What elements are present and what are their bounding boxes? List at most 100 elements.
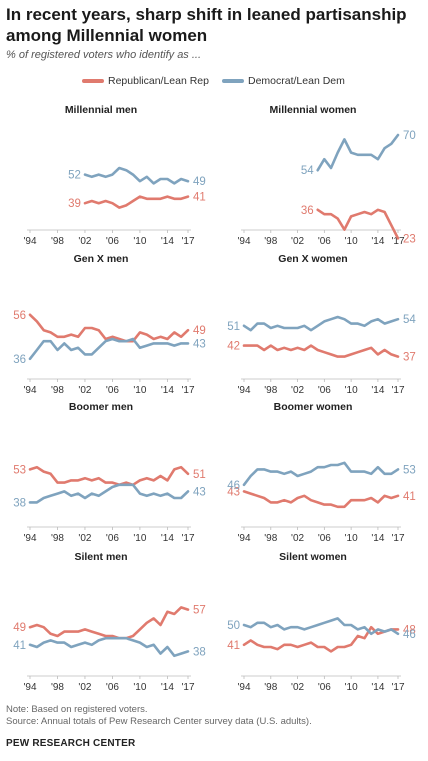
x-tick-label-millennial-men: '94 [23,236,36,247]
legend-label-dem: Democrat/Lean Dem [248,75,345,87]
panel-title-silent-men: Silent men [74,551,127,563]
dem-start-label-boomer-women: 46 [227,480,240,492]
legend-swatch-rep [82,79,104,83]
note-text: Note: Based on registered voters. [6,704,148,715]
rep-start-label-boomer-women: 43 [227,486,240,498]
x-tick-label-boomer-men: '02 [78,533,91,544]
dem-start-label-gen-x-women: 51 [227,321,240,333]
x-tick-label-gen-x-men: '98 [51,385,64,396]
panel-title-millennial-women: Millennial women [270,104,357,116]
x-tick-label-boomer-men: '98 [51,533,64,544]
credit: PEW RESEARCH CENTER [6,738,136,749]
x-tick-label-gen-x-men: '94 [23,385,36,396]
x-tick-label-millennial-women: '02 [291,236,304,247]
dem-end-label-silent-men: 38 [193,646,206,658]
x-tick-label-boomer-women: '02 [291,533,304,544]
page-title: In recent years, sharp shift in leaned p… [6,5,407,45]
rep-line-gen-x-men [28,313,190,343]
dem-end-label-millennial-men: 49 [193,176,206,188]
dem-end-label-boomer-women: 53 [403,464,416,476]
rep-line-boomer-women [242,490,400,509]
x-tick-label-boomer-women: '14 [371,533,384,544]
rep-end-label-millennial-men: 41 [193,192,206,204]
rep-line-boomer-men [28,465,190,487]
dem-line-boomer-men [28,483,190,504]
dem-line-gen-x-women [242,315,400,332]
x-tick-label-gen-x-women: '98 [264,385,277,396]
dem-line-silent-women [242,617,400,636]
x-tick-label-silent-women: '06 [318,682,331,693]
dem-start-label-silent-women: 50 [227,620,240,632]
dem-start-label-boomer-men: 38 [13,497,26,509]
dem-end-label-silent-women: 46 [403,629,416,641]
dem-end-label-millennial-women: 70 [403,130,416,142]
x-tick-label-boomer-women: '10 [345,533,358,544]
x-tick-label-silent-men: '10 [133,682,146,693]
panel-title-gen-x-men: Gen X men [74,253,129,265]
rep-start-label-silent-women: 41 [227,640,240,652]
x-tick-label-boomer-men: '14 [161,533,174,544]
x-tick-label-boomer-men: '94 [23,533,36,544]
x-tick-label-millennial-women: '94 [237,236,250,247]
x-tick-label-millennial-men: '06 [106,236,119,247]
x-tick-label-gen-x-men: '17 [181,385,194,396]
dem-line-millennial-men [83,166,190,185]
rep-end-label-millennial-women: 23 [403,233,416,245]
dem-line-gen-x-men [28,337,190,361]
x-tick-label-boomer-women: '17 [391,533,404,544]
x-tick-label-silent-women: '14 [371,682,384,693]
panel-title-silent-women: Silent women [279,551,347,563]
x-tick-label-gen-x-women: '17 [391,385,404,396]
legend-item-rep: Republican/Lean Rep [82,75,209,87]
x-tick-label-millennial-women: '17 [391,236,404,247]
x-tick-label-gen-x-men: '06 [106,385,119,396]
x-tick-label-gen-x-women: '02 [291,385,304,396]
dem-line-boomer-women [242,461,400,487]
x-tick-label-gen-x-women: '06 [318,385,331,396]
rep-line-silent-men [28,606,190,640]
dem-start-label-millennial-men: 52 [68,170,81,182]
x-tick-label-millennial-men: '17 [181,236,194,247]
rep-start-label-millennial-men: 39 [68,198,81,210]
dem-end-label-gen-x-men: 43 [193,338,206,350]
dem-start-label-gen-x-men: 36 [13,354,26,366]
x-tick-label-boomer-men: '06 [106,533,119,544]
x-tick-label-millennial-women: '14 [371,236,384,247]
x-tick-label-millennial-men: '10 [133,236,146,247]
rep-end-label-boomer-men: 51 [193,469,206,481]
rep-end-label-gen-x-women: 37 [403,352,416,364]
x-tick-label-gen-x-men: '10 [133,385,146,396]
rep-start-label-boomer-men: 53 [13,464,26,476]
panel-title-millennial-men: Millennial men [65,104,137,116]
x-tick-label-silent-women: '98 [264,682,277,693]
x-tick-label-gen-x-women: '14 [371,385,384,396]
rep-start-label-gen-x-women: 42 [227,341,240,353]
rep-line-silent-women [242,625,400,653]
rep-line-millennial-women [316,208,400,240]
x-tick-label-boomer-women: '06 [318,533,331,544]
x-tick-label-silent-women: '17 [391,682,404,693]
x-tick-label-millennial-women: '98 [264,236,277,247]
x-tick-label-silent-men: '94 [23,682,36,693]
rep-start-label-gen-x-men: 56 [13,310,26,322]
x-tick-label-boomer-women: '94 [237,533,250,544]
x-tick-label-millennial-men: '14 [161,236,174,247]
x-tick-label-boomer-women: '98 [264,533,277,544]
rep-start-label-silent-men: 49 [13,622,26,634]
dem-line-millennial-women [316,133,400,172]
footnote: Note: Based on registered voters. Source… [6,704,312,728]
x-tick-label-boomer-men: '17 [181,533,194,544]
rep-line-gen-x-women [242,344,400,358]
dem-start-label-millennial-women: 54 [301,165,314,177]
x-tick-label-gen-x-women: '94 [237,385,250,396]
rep-end-label-gen-x-men: 49 [193,325,206,337]
x-tick-label-silent-men: '14 [161,682,174,693]
dem-end-label-gen-x-women: 54 [403,314,416,326]
x-tick-label-millennial-women: '06 [318,236,331,247]
x-tick-label-silent-women: '02 [291,682,304,693]
dem-end-label-boomer-men: 43 [193,486,206,498]
rep-start-label-millennial-women: 36 [301,205,314,217]
panel-title-boomer-men: Boomer men [69,401,133,413]
legend-swatch-dem [222,79,244,83]
